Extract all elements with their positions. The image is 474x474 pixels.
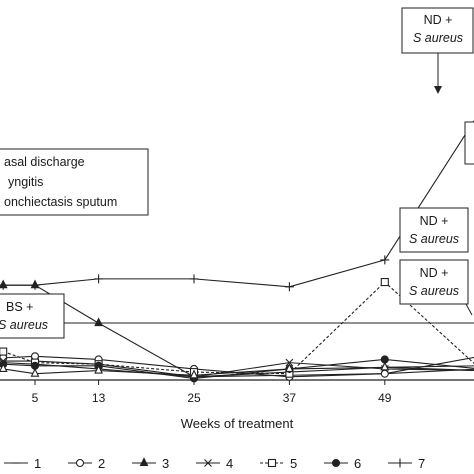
legend-label: 3 xyxy=(162,456,169,471)
annotation-mid1: ND + S aureus xyxy=(399,207,469,253)
data-point xyxy=(30,367,40,377)
legend-box-line2: yngitis xyxy=(8,175,43,189)
series-line xyxy=(3,120,474,288)
annotation-legend-box: asal discharge yngitis onchiectasis sput… xyxy=(0,148,149,216)
data-point xyxy=(75,458,85,468)
data-point xyxy=(285,358,294,367)
data-point xyxy=(204,459,212,467)
annotation-left-line2: S aureus xyxy=(0,318,48,332)
annotation-top-line2: S aureus xyxy=(413,31,463,45)
annotation-top-line1: ND + xyxy=(424,13,453,27)
data-point xyxy=(30,280,40,290)
x-ticks: 51325374961 xyxy=(32,380,474,405)
series-line xyxy=(3,365,474,376)
series-7 xyxy=(0,120,474,292)
data-point xyxy=(284,282,294,292)
data-point xyxy=(94,364,103,374)
series-line xyxy=(3,360,474,378)
data-point xyxy=(0,363,8,372)
legend-item: 2 xyxy=(68,456,105,471)
annotation-right-box xyxy=(464,121,474,165)
annotation-mid1-line1: ND + xyxy=(420,214,449,228)
data-point xyxy=(94,274,104,284)
series-line xyxy=(3,281,474,375)
legend-label: 5 xyxy=(290,456,297,471)
data-point xyxy=(395,458,405,468)
legend-item: 1 xyxy=(4,456,41,471)
legend-label: 4 xyxy=(226,456,233,471)
data-point xyxy=(0,280,8,290)
data-point xyxy=(139,457,149,467)
annotation-left-line1: BS + xyxy=(6,300,33,314)
legend-label: 1 xyxy=(34,456,41,471)
annotation-left: BS + S aureus xyxy=(0,293,65,339)
legend-box-line3: onchiectasis sputum xyxy=(4,195,117,209)
data-point xyxy=(285,363,294,372)
legend-label: 7 xyxy=(418,456,425,471)
x-axis-label: Weeks of treatment xyxy=(181,416,294,431)
annotation-mid1-line2: S aureus xyxy=(409,232,459,246)
legend-item: 7 xyxy=(388,456,425,471)
data-point xyxy=(189,369,199,379)
series-8 xyxy=(0,361,474,379)
data-point xyxy=(189,274,199,284)
data-point xyxy=(331,458,341,468)
annotation-top: ND + S aureus xyxy=(401,7,474,94)
legend-item: 6 xyxy=(324,456,361,471)
x-tick-label: 49 xyxy=(378,391,392,405)
legend-item: 3 xyxy=(132,456,169,471)
annotation-mid2: ND + S aureus xyxy=(399,259,473,316)
data-point xyxy=(380,361,390,371)
legend-label: 6 xyxy=(354,456,361,471)
x-tick-label: 5 xyxy=(32,391,39,405)
series-layer xyxy=(0,120,474,383)
x-tick-label: 25 xyxy=(187,391,201,405)
annotation-mid2-line1: ND + xyxy=(420,266,449,280)
series-6 xyxy=(0,355,474,383)
legend: 1 2 3 4 5 6 7 xyxy=(4,456,425,471)
legend-item: 5 xyxy=(260,456,297,471)
series-line xyxy=(3,358,474,379)
x-tick-label: 13 xyxy=(92,391,106,405)
x-tick-label: 37 xyxy=(283,391,297,405)
legend-label: 2 xyxy=(98,456,105,471)
legend-box-line1: asal discharge xyxy=(4,155,85,169)
data-point xyxy=(380,255,390,265)
annotation-mid2-line2: S aureus xyxy=(409,284,459,298)
data-point xyxy=(380,277,389,287)
data-point xyxy=(94,317,103,327)
data-point xyxy=(0,347,8,356)
legend-item: 4 xyxy=(196,456,233,471)
data-point xyxy=(267,458,277,468)
